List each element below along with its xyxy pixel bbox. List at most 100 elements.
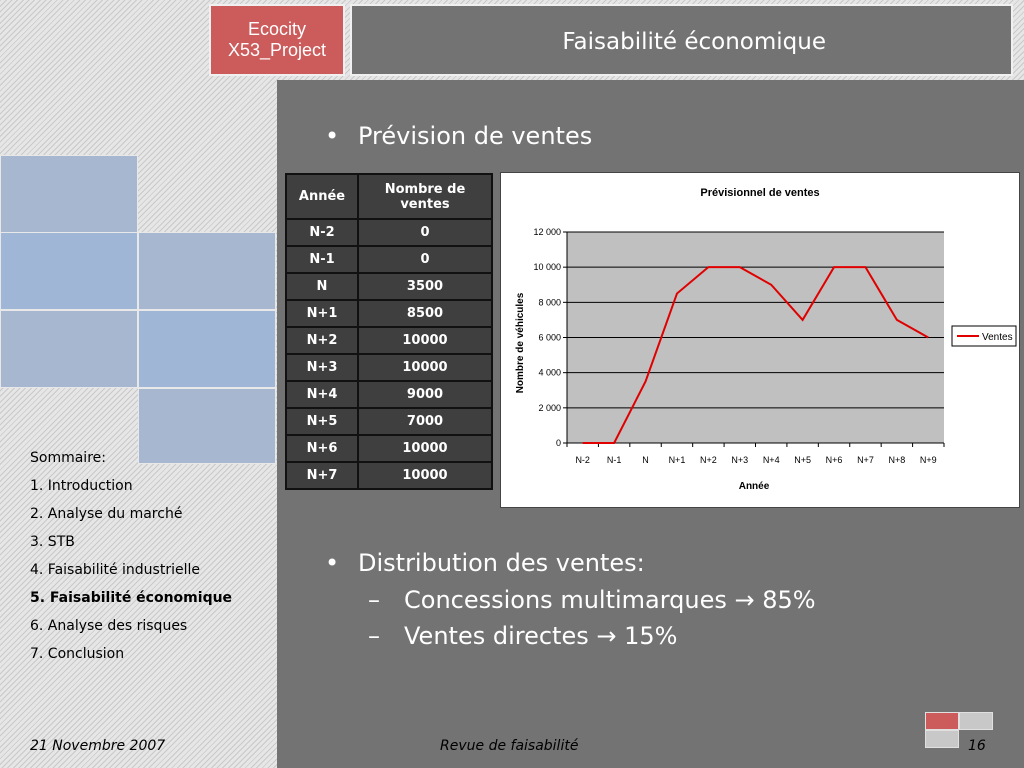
cell-annee: N+5 xyxy=(285,407,359,436)
y-axis-label: Nombre de véhicules xyxy=(515,292,526,393)
y-tick-label: 2 000 xyxy=(538,403,561,413)
table-header-row: Année Nombre de ventes xyxy=(285,173,493,220)
footer-page-number: 16 xyxy=(968,738,986,754)
sub-bullet-ventes-directes-text: Ventes directes → 15% xyxy=(404,622,678,650)
decorative-square xyxy=(138,232,276,310)
chart-svg: Prévisionnel de ventes 0 2 000 4 000 6 000 8… xyxy=(515,187,1017,492)
table-row: N 3500 xyxy=(285,272,493,301)
table-row: N+3 10000 xyxy=(285,353,493,382)
footer-decorative-square xyxy=(959,712,993,730)
toc-item-introduction[interactable]: 1. Introduction xyxy=(30,478,133,494)
sales-forecast-chart: Prévisionnel de ventes 0 2 000 4 000 6 000 8… xyxy=(500,172,1020,508)
x-axis-label: Année xyxy=(739,481,770,492)
legend-label: Ventes xyxy=(982,332,1013,343)
footer-center-title: Revue de faisabilité xyxy=(440,738,579,754)
table-row: N-2 0 xyxy=(285,218,493,247)
x-tick-label: N+4 xyxy=(763,455,780,465)
chart-grid xyxy=(567,231,944,443)
table-of-contents: Sommaire: 1. Introduction 2. Analyse du … xyxy=(30,444,232,668)
sub-bullet-concessions: – Concessions multimarques → 85% xyxy=(368,586,816,614)
cell-ventes: 10000 xyxy=(357,434,493,463)
bullet-distribution-text: Distribution des ventes: xyxy=(358,549,645,577)
sales-table: Année Nombre de ventes N-2 0 N-1 0 N 3500 N… xyxy=(285,173,493,490)
decorative-square xyxy=(138,388,276,464)
y-tick-label: 12 000 xyxy=(533,227,561,237)
series-line-ventes xyxy=(582,266,929,444)
x-tick-label: N+7 xyxy=(857,455,874,465)
decorative-square xyxy=(0,310,138,388)
chart-axes: 0 2 000 4 000 6 000 8 000 10 000 12 000 N-2 N-1 N… xyxy=(533,227,945,465)
table-row: N+7 10000 xyxy=(285,461,493,490)
column-header-annee: Année xyxy=(285,173,359,220)
x-tick-label: N+6 xyxy=(826,455,843,465)
bullet-prevision-text: Prévision de ventes xyxy=(358,122,593,150)
x-tick-label: N+3 xyxy=(731,455,748,465)
project-logo: Ecocity X53_Project xyxy=(209,4,345,76)
column-header-ventes: Nombre de ventes xyxy=(357,173,493,220)
cell-ventes: 0 xyxy=(357,218,493,247)
x-tick-label: N-2 xyxy=(575,455,590,465)
sub-bullet-concessions-text: Concessions multimarques → 85% xyxy=(404,586,816,614)
cell-ventes: 0 xyxy=(357,245,493,274)
x-tick-label: N xyxy=(642,455,649,465)
toc-item-analyse-risques[interactable]: 6. Analyse des risques xyxy=(30,618,188,634)
cell-ventes: 8500 xyxy=(357,299,493,328)
toc-item-stb[interactable]: 3. STB xyxy=(30,534,75,550)
decorative-square xyxy=(0,155,138,233)
footer-decorative-square xyxy=(925,712,959,730)
table-row: N+4 9000 xyxy=(285,380,493,409)
toc-heading: Sommaire: xyxy=(30,450,106,466)
logo-line-1: Ecocity xyxy=(247,19,307,39)
cell-annee: N+7 xyxy=(285,461,359,490)
footer-date: 21 Novembre 2007 xyxy=(30,738,166,754)
sub-bullet-ventes-directes: – Ventes directes → 15% xyxy=(368,622,677,650)
toc-item-faisabilite-economique[interactable]: 5. Faisabilité économique xyxy=(30,590,233,606)
table-row: N-1 0 xyxy=(285,245,493,274)
bullet-distribution: • Distribution des ventes: xyxy=(325,549,645,577)
toc-item-conclusion[interactable]: 7. Conclusion xyxy=(30,646,125,662)
slide-title: Faisabilité économique xyxy=(350,4,1013,76)
cell-ventes: 3500 xyxy=(357,272,493,301)
cell-annee: N+6 xyxy=(285,434,359,463)
x-tick-label: N+2 xyxy=(700,455,717,465)
table-row: N+2 10000 xyxy=(285,326,493,355)
cell-ventes: 10000 xyxy=(357,326,493,355)
y-tick-label: 4 000 xyxy=(538,368,561,378)
chart-series xyxy=(582,266,929,444)
cell-ventes: 7000 xyxy=(357,407,493,436)
cell-ventes: 9000 xyxy=(357,380,493,409)
sub-bullet-dash: – xyxy=(368,622,380,650)
cell-annee: N-1 xyxy=(285,245,359,274)
y-tick-label: 8 000 xyxy=(538,297,561,307)
toc-item-faisabilite-industrielle[interactable]: 4. Faisabilité industrielle xyxy=(30,562,200,578)
cell-annee: N-2 xyxy=(285,218,359,247)
toc-item-analyse-marche[interactable]: 2. Analyse du marché xyxy=(30,506,183,522)
bullet-dot: • xyxy=(325,549,340,577)
cell-annee: N+2 xyxy=(285,326,359,355)
table-row: N+6 10000 xyxy=(285,434,493,463)
cell-annee: N+3 xyxy=(285,353,359,382)
cell-annee: N+4 xyxy=(285,380,359,409)
chart-title: Prévisionnel de ventes xyxy=(700,187,819,199)
x-tick-label: N-1 xyxy=(607,455,622,465)
sub-bullet-dash: – xyxy=(368,586,380,614)
y-tick-label: 0 xyxy=(556,438,561,448)
cell-ventes: 10000 xyxy=(357,353,493,382)
table-row: N+1 8500 xyxy=(285,299,493,328)
cell-annee: N+1 xyxy=(285,299,359,328)
chart-legend: Ventes xyxy=(951,325,1017,347)
bullet-dot: • xyxy=(325,122,340,150)
table-row: N+5 7000 xyxy=(285,407,493,436)
cell-annee: N xyxy=(285,272,359,301)
y-tick-label: 6 000 xyxy=(538,333,561,343)
y-tick-label: 10 000 xyxy=(533,262,561,272)
decorative-square xyxy=(0,232,138,310)
x-tick-label: N+8 xyxy=(888,455,905,465)
x-tick-label: N+1 xyxy=(669,455,686,465)
logo-line-2: X53_Project xyxy=(227,40,327,60)
footer-decorative-square xyxy=(925,730,959,748)
x-tick-label: N+5 xyxy=(794,455,811,465)
cell-ventes: 10000 xyxy=(357,461,493,490)
x-tick-label: N+9 xyxy=(920,455,937,465)
bullet-prevision: • Prévision de ventes xyxy=(325,122,592,150)
